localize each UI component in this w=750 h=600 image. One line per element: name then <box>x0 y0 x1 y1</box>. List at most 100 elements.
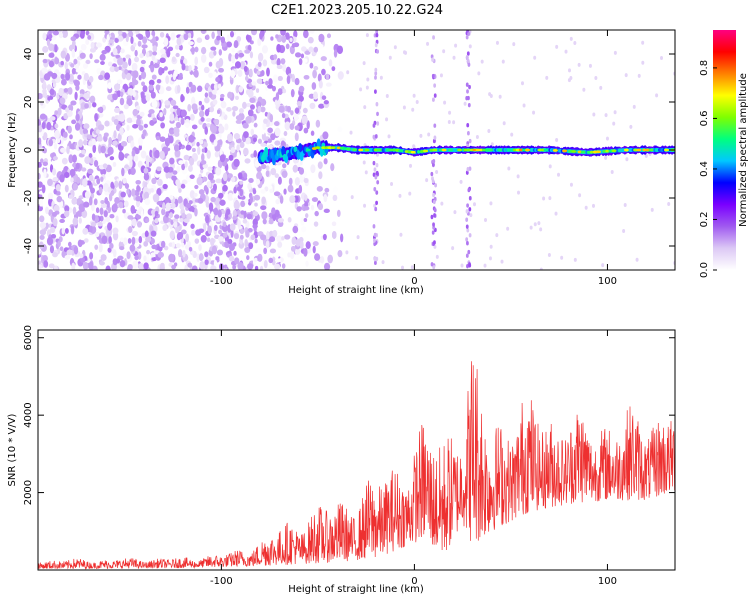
spectrogram-cell <box>126 188 130 195</box>
spectrogram-cell <box>173 144 180 152</box>
spectrogram-cell <box>216 35 221 41</box>
spectrogram-cell <box>293 30 298 38</box>
spectrogram-cell <box>228 243 235 251</box>
spectrogram-cell <box>260 234 267 241</box>
spectrogram-cell <box>144 230 149 238</box>
spectrogram-cell <box>191 147 196 153</box>
spectrogram-cell <box>200 30 207 34</box>
spectrogram-cell <box>194 46 199 53</box>
spectrogram-cell <box>173 69 178 77</box>
spectrogram-cell <box>107 247 112 253</box>
spectrogram-cell <box>373 167 377 172</box>
spectrogram-cell <box>232 265 237 270</box>
spectrogram-cell <box>208 51 215 59</box>
spectrogram-cell <box>247 182 252 190</box>
figure-title: C2E1.2023.205.10.22.G24 <box>271 3 443 18</box>
spectrogram-cell <box>270 133 276 141</box>
spectrogram-cell <box>569 36 573 41</box>
spectrogram-cell <box>205 34 210 40</box>
spectrogram-cell <box>54 44 58 53</box>
spectrogram-cell <box>78 139 83 148</box>
spectrogram-cell <box>457 148 463 152</box>
spectrogram-cell <box>251 30 258 36</box>
spectrogram-cell <box>79 89 85 95</box>
spectrogram-cell <box>231 48 235 53</box>
spectrogram-cell <box>108 137 113 146</box>
spectrogram-cell <box>313 46 319 53</box>
spectrogram-cell <box>577 62 581 67</box>
spectrogram-cell <box>641 60 645 65</box>
spectrogram-cell <box>100 145 106 154</box>
spectrogram-cell <box>175 121 182 129</box>
spectrogram-cell <box>305 213 309 219</box>
spectrogram-cell <box>267 84 274 89</box>
spectrogram-cell <box>49 245 55 254</box>
spectrogram-cell <box>52 156 58 161</box>
spectrogram-cell <box>193 69 199 78</box>
spectrogram-cell <box>150 252 156 258</box>
spectrogram-cell <box>202 176 208 182</box>
spectrogram-cell <box>269 248 277 254</box>
spectrogram-cell <box>253 257 258 262</box>
spectrogram-cell <box>83 201 90 208</box>
spectrogram-cell <box>108 39 114 44</box>
spectrogram-cell <box>239 180 244 185</box>
x-tick-label: 100 <box>598 576 617 587</box>
spectrogram-cell <box>245 115 252 124</box>
spectrogram-cell <box>160 240 166 248</box>
spectrogram-cell <box>376 180 380 185</box>
spectrogram-cell <box>539 267 543 270</box>
spectrogram-cell <box>306 120 310 130</box>
spectrogram-cell <box>208 61 213 67</box>
spectrogram-cell <box>387 134 391 139</box>
spectrogram-cell <box>56 138 61 144</box>
spectrogram-cell <box>220 36 226 44</box>
spectrogram-cell <box>126 124 130 131</box>
spectrogram-cell <box>310 164 316 174</box>
spectrogram-cell <box>129 244 136 252</box>
snr-frame <box>37 329 676 571</box>
spectrogram-cell <box>41 67 48 73</box>
spectrogram-cell <box>101 49 108 55</box>
spectrogram-cell <box>48 60 55 68</box>
spectrogram-cell <box>112 249 117 258</box>
spectrogram-cell <box>166 48 171 58</box>
spectrogram-cell <box>43 168 47 178</box>
spectrogram-cell <box>64 205 70 213</box>
spectrogram-cell <box>272 74 278 83</box>
spectrogram-cell <box>325 82 332 87</box>
x-tick-label: 0 <box>411 276 417 287</box>
spectrogram-cell <box>197 146 201 155</box>
spectrogram-cell <box>187 103 192 112</box>
spectrogram-cell <box>275 92 280 101</box>
spectrogram-cell <box>207 172 214 181</box>
spectrogram-cell <box>525 148 531 152</box>
spectrogram-cell <box>137 40 142 47</box>
spectrogram-cell <box>183 58 188 66</box>
spectrogram-cell <box>155 84 161 91</box>
spectrogram-cell <box>229 31 235 38</box>
spectrogram-cell <box>154 149 160 159</box>
spectrogram-cell <box>269 113 274 123</box>
spectrogram-cell <box>431 73 435 79</box>
spectrogram-cell <box>234 52 239 60</box>
spectrogram-cell <box>431 230 435 235</box>
spectrogram-cell <box>54 57 60 65</box>
spectrogram-cell <box>63 112 69 120</box>
spectrogram-cell <box>323 158 328 165</box>
snr-ylabel: SNR (10 * V/V) <box>7 413 18 486</box>
spectrogram-cell <box>192 124 198 130</box>
spectrogram-cell <box>226 107 232 112</box>
spectrogram-cell <box>318 33 325 43</box>
spectrogram-cell <box>81 167 87 172</box>
spectrogram-cell <box>60 147 67 153</box>
spectrogram-cell <box>244 238 248 248</box>
spectrogram-cell <box>196 85 203 93</box>
spectrogram-cell <box>466 241 469 246</box>
spectrogram-cell <box>97 221 103 227</box>
spectrogram-cell <box>131 188 136 197</box>
spectrogram-cell <box>393 45 397 50</box>
spectrogram-cell <box>138 262 145 270</box>
spectrogram-cell <box>232 110 236 117</box>
spectrogram-cell <box>181 242 185 248</box>
